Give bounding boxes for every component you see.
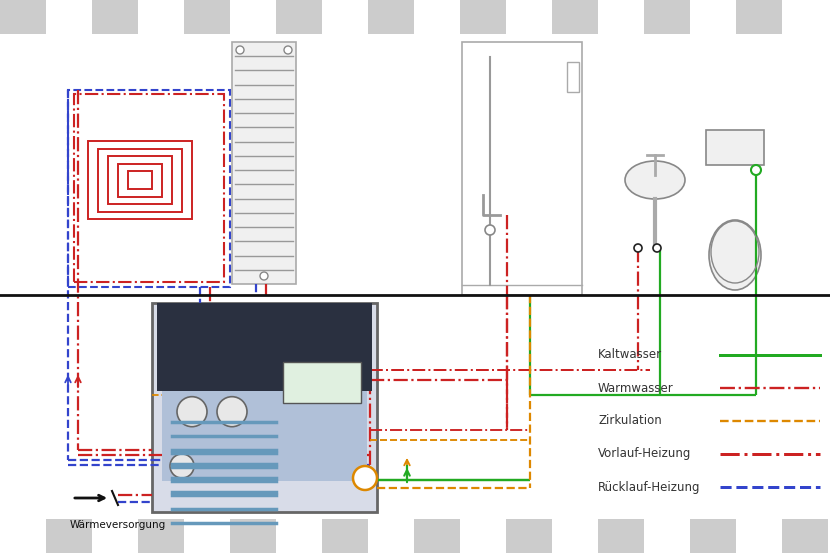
Bar (706, 130, 764, 165)
Bar (118, 164, 162, 196)
Bar (460, 0, 506, 34)
Circle shape (170, 454, 194, 478)
Bar (98, 149, 182, 211)
Bar (232, 42, 296, 284)
Bar (184, 0, 230, 34)
Text: Kaltwasser: Kaltwasser (598, 348, 662, 362)
Bar (462, 42, 582, 295)
Bar (152, 303, 377, 512)
Bar (282, 362, 361, 403)
Bar (92, 0, 138, 34)
Circle shape (284, 46, 292, 54)
Bar (690, 519, 736, 553)
Circle shape (177, 397, 207, 427)
Bar (552, 0, 598, 34)
Circle shape (260, 272, 268, 280)
Circle shape (751, 165, 761, 175)
Bar (74, 94, 224, 282)
Circle shape (653, 244, 661, 252)
Bar (162, 391, 367, 481)
Text: Vorlauf-Heizung: Vorlauf-Heizung (598, 447, 691, 461)
Bar (88, 141, 192, 219)
Bar (138, 519, 184, 553)
Circle shape (634, 244, 642, 252)
Text: Zirkulation: Zirkulation (598, 415, 662, 427)
Bar (68, 90, 230, 287)
Bar (598, 519, 644, 553)
Circle shape (217, 397, 247, 427)
Bar (46, 519, 92, 553)
Bar (108, 156, 172, 204)
Text: Rücklauf-Heizung: Rücklauf-Heizung (598, 481, 701, 493)
Text: Warmwasser: Warmwasser (598, 382, 674, 394)
Bar (506, 519, 552, 553)
Bar (736, 0, 782, 34)
Bar (0, 0, 46, 34)
Bar (276, 0, 322, 34)
Bar (368, 0, 414, 34)
Bar (567, 62, 579, 92)
Bar (782, 519, 828, 553)
Bar (322, 519, 368, 553)
Bar (128, 171, 152, 189)
Bar (414, 519, 460, 553)
Circle shape (353, 466, 377, 490)
Text: Wärmeversorgung: Wärmeversorgung (70, 520, 166, 530)
Bar (157, 303, 372, 391)
Ellipse shape (625, 161, 685, 199)
Circle shape (236, 46, 244, 54)
Bar (230, 519, 276, 553)
Bar (644, 0, 690, 34)
Ellipse shape (709, 220, 761, 290)
Circle shape (485, 225, 495, 235)
